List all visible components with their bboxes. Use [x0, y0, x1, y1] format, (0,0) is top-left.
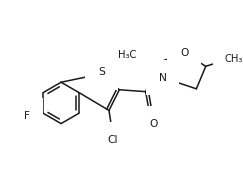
Text: H₃C: H₃C — [118, 50, 136, 60]
Text: N: N — [159, 73, 166, 83]
Text: O: O — [180, 48, 188, 58]
Text: CH₃: CH₃ — [225, 54, 243, 64]
Text: O: O — [149, 119, 157, 129]
Text: N: N — [159, 73, 166, 83]
Text: S: S — [98, 67, 105, 77]
Text: Cl: Cl — [107, 135, 118, 144]
Text: F: F — [24, 111, 30, 121]
